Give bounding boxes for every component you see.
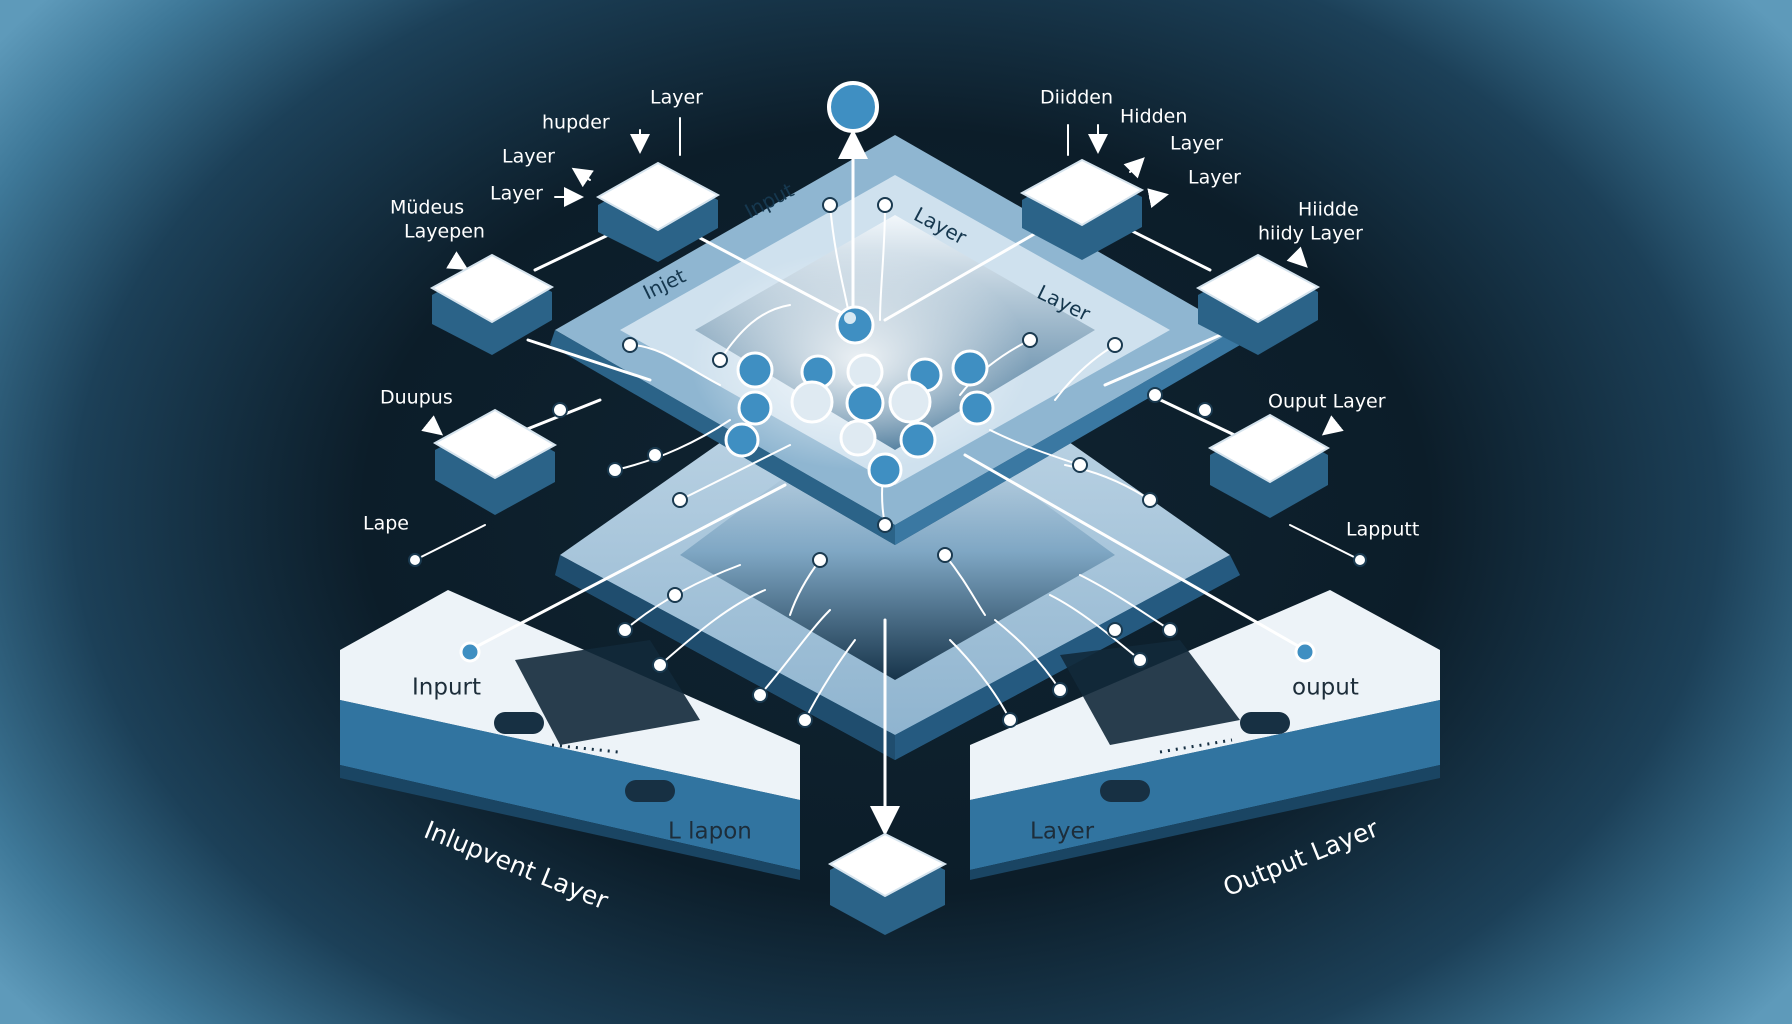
label-right-mid: Ouput Layer [1268, 391, 1386, 413]
label-right-lower: Lapputt [1346, 519, 1419, 541]
label-top-left-4: Layer [490, 183, 543, 205]
label-left-lower: Lape [363, 513, 409, 535]
bottom-left-panel-label-top: Inpurt [412, 675, 481, 701]
slot-icon [625, 780, 675, 802]
bottom-right-panel-label-bottom: Layer [1030, 819, 1095, 845]
label-top-left-2: hupder [542, 112, 610, 134]
label-top-right-4: Layer [1188, 167, 1241, 189]
label-left-side-1b: Layepen [404, 221, 485, 243]
slot-icon [1100, 780, 1150, 802]
node-box-left-upper [429, 253, 555, 355]
label-top-right-1: Diidden [1040, 87, 1113, 109]
node-box-right-upper [1195, 253, 1321, 355]
slot-icon [1240, 712, 1290, 734]
bottom-right-panel [970, 590, 1440, 880]
node-box-left-mid [432, 408, 558, 515]
label-left-side-1a: Müdeus [390, 197, 464, 219]
label-left-mid: Duupus [380, 387, 453, 409]
caption-bottom-right: Output Layer [1219, 813, 1383, 902]
node-box-top-right [1019, 158, 1145, 260]
slot-icon [494, 712, 544, 734]
top-output-node [827, 81, 879, 133]
bottom-right-panel-label-top: ouput [1292, 675, 1359, 701]
label-top-right-2: Hidden [1120, 106, 1187, 128]
label-top-right-3: Layer [1170, 133, 1223, 155]
label-top-left-1: Layer [650, 87, 703, 109]
label-top-left-3: Layer [502, 146, 555, 168]
panel-labels: Inpurt L lapon ouput Layer [412, 675, 1359, 845]
label-right-side-1b: hiidy Layer [1258, 223, 1363, 245]
node-box-top-left [595, 161, 721, 262]
bottom-left-panel-label-bottom: L lapon [668, 819, 752, 845]
node-box-right-mid [1207, 413, 1330, 518]
label-right-side-1a: Hiidde [1298, 199, 1359, 221]
connection-wires [414, 117, 1361, 836]
bottom-left-panel [340, 590, 800, 880]
connector-dots [408, 197, 1367, 728]
node-box-bottom [827, 832, 948, 935]
neuron-cluster [724, 305, 995, 488]
